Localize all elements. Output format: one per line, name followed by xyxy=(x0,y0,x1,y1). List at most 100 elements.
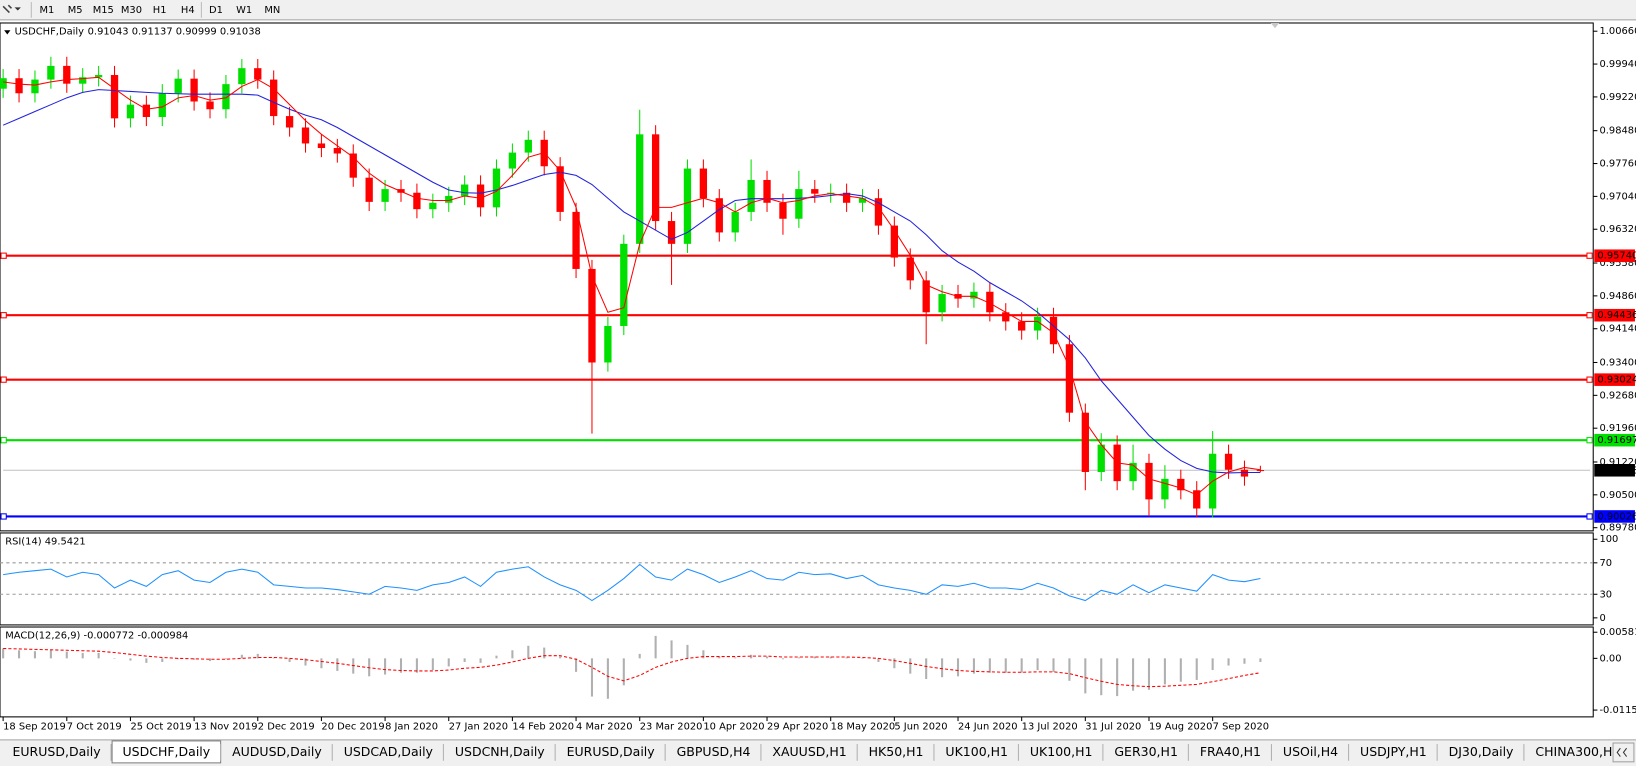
timeframe-button[interactable]: D1 xyxy=(209,5,223,16)
timeframe-button[interactable]: W1 xyxy=(236,5,252,16)
tab-label[interactable]: USOil,H4 xyxy=(1283,744,1338,759)
tab-label[interactable]: USDJPY,H1 xyxy=(1360,744,1427,759)
tab[interactable]: UK100,H1 xyxy=(1019,743,1104,762)
tab-bg[interactable] xyxy=(1524,743,1631,762)
tab-label[interactable]: DJ30,Daily xyxy=(1449,744,1514,759)
tab[interactable]: EURUSD,Daily xyxy=(556,743,666,762)
dropdown-arrow[interactable] xyxy=(14,7,21,11)
macd-bar xyxy=(1132,658,1135,691)
tab[interactable]: USDCHF,Daily xyxy=(111,740,222,764)
macd-bar xyxy=(829,656,832,659)
tab[interactable]: GER30,H1 xyxy=(1103,743,1189,762)
tab-bg[interactable] xyxy=(1349,743,1438,762)
level-handle xyxy=(1586,513,1593,520)
tab[interactable]: USDCAD,Daily xyxy=(333,743,444,762)
tab[interactable]: DJ30,Daily xyxy=(1438,743,1525,762)
timeframe-button[interactable]: M15 xyxy=(93,5,114,16)
candle-body xyxy=(142,104,151,117)
tab-label[interactable]: EURUSD,Daily xyxy=(13,744,102,759)
tab-label[interactable]: XAUUSD,H1 xyxy=(772,744,846,759)
tab-bg[interactable] xyxy=(666,743,761,762)
macd-bar xyxy=(81,652,84,659)
tab-label[interactable]: AUDUSD,Daily xyxy=(232,744,322,759)
tab-bg[interactable] xyxy=(1103,743,1189,762)
tab-label[interactable]: EURUSD,Daily xyxy=(567,744,656,759)
macd-bar xyxy=(590,658,594,697)
macd-bar xyxy=(145,658,148,663)
tab-label[interactable]: GBPUSD,H4 xyxy=(677,744,751,759)
macd-bar xyxy=(463,658,466,662)
level-label: 0.93024 xyxy=(1597,375,1636,386)
tab[interactable]: UK100,H1 xyxy=(934,743,1019,762)
tab-bg[interactable] xyxy=(221,743,333,762)
cursor-icon[interactable] xyxy=(2,4,13,14)
tab-label[interactable]: HK50,H1 xyxy=(869,744,924,759)
tab[interactable]: USDCNH,Daily xyxy=(444,743,556,762)
y-tick-label: 70 xyxy=(1599,558,1612,569)
tab[interactable]: XAUUSD,H1 xyxy=(761,743,858,762)
level-handle xyxy=(0,376,7,383)
macd-bar xyxy=(193,658,196,660)
candle-body xyxy=(429,202,437,210)
level-handle xyxy=(0,513,7,520)
timeframe-button[interactable]: M30 xyxy=(121,5,142,16)
timeframe-button[interactable]: H4 xyxy=(181,5,195,16)
timeframe-button[interactable]: M1 xyxy=(40,5,55,16)
tab-bg[interactable] xyxy=(444,743,556,762)
tab[interactable]: USOil,H4 xyxy=(1272,743,1350,762)
tab-bg[interactable] xyxy=(1189,743,1272,762)
tab[interactable]: USDJPY,H1 xyxy=(1349,743,1438,762)
scroll-arrow[interactable] xyxy=(1616,747,1628,757)
tab-bg[interactable] xyxy=(333,743,444,762)
tab-bg[interactable] xyxy=(1272,743,1349,762)
tab-bg[interactable] xyxy=(2,743,112,762)
tab-bg[interactable] xyxy=(934,743,1019,762)
tab[interactable]: CHINA300,H1 xyxy=(1524,743,1632,762)
x-tick-label: 31 Jul 2020 xyxy=(1085,721,1141,732)
tab[interactable]: EURUSD,Daily xyxy=(2,743,112,762)
timeframe-button[interactable]: M5 xyxy=(68,5,83,16)
tab-bg[interactable] xyxy=(1019,743,1103,762)
tab[interactable]: GBPUSD,H4 xyxy=(666,743,762,762)
tab-label[interactable]: USDCHF,Daily xyxy=(123,744,211,759)
tab-label[interactable]: USDCAD,Daily xyxy=(344,744,434,759)
tab-label[interactable]: FRA40,H1 xyxy=(1200,744,1261,759)
tab[interactable]: AUDUSD,Daily xyxy=(221,743,333,762)
candle-body xyxy=(1049,316,1058,345)
candle-body xyxy=(906,257,914,281)
tab-bg[interactable] xyxy=(556,743,666,762)
candle-body xyxy=(763,179,771,203)
macd-signal xyxy=(3,647,1261,688)
tab-bg[interactable] xyxy=(761,743,858,762)
tab[interactable]: FRA40,H1 xyxy=(1189,743,1272,762)
candle-body xyxy=(1065,344,1074,413)
macd-bar xyxy=(224,658,227,660)
macd-bar xyxy=(1163,658,1166,685)
candle-body xyxy=(381,189,389,202)
y-tick-label: -0.011514 xyxy=(1599,705,1636,716)
x-tick-label: 18 Sep 2019 xyxy=(3,721,66,732)
level-handle xyxy=(0,437,7,444)
macd-bar xyxy=(1036,658,1039,671)
macd-bar xyxy=(861,658,864,659)
tab-bg[interactable] xyxy=(858,743,934,762)
timeframe-button[interactable]: H1 xyxy=(153,5,167,16)
macd-bar xyxy=(431,658,434,671)
tab-label[interactable]: GER30,H1 xyxy=(1114,744,1178,759)
candle-body xyxy=(47,65,55,80)
macd-bar xyxy=(734,657,737,659)
y-tick-label: 0.005818 xyxy=(1599,627,1636,638)
tab-label[interactable]: UK100,H1 xyxy=(1030,744,1093,759)
tab-label[interactable]: CHINA300,H1 xyxy=(1535,744,1620,759)
tab[interactable]: HK50,H1 xyxy=(858,743,935,762)
tab-bg[interactable] xyxy=(1438,743,1524,762)
tab-label[interactable]: USDCNH,Daily xyxy=(455,744,545,759)
timeframe-button[interactable]: MN xyxy=(264,5,280,16)
x-tick-label: 10 Apr 2020 xyxy=(703,721,764,732)
candle-body xyxy=(1129,462,1137,482)
tab-label[interactable]: UK100,H1 xyxy=(945,744,1008,759)
macd-bar xyxy=(49,650,52,659)
